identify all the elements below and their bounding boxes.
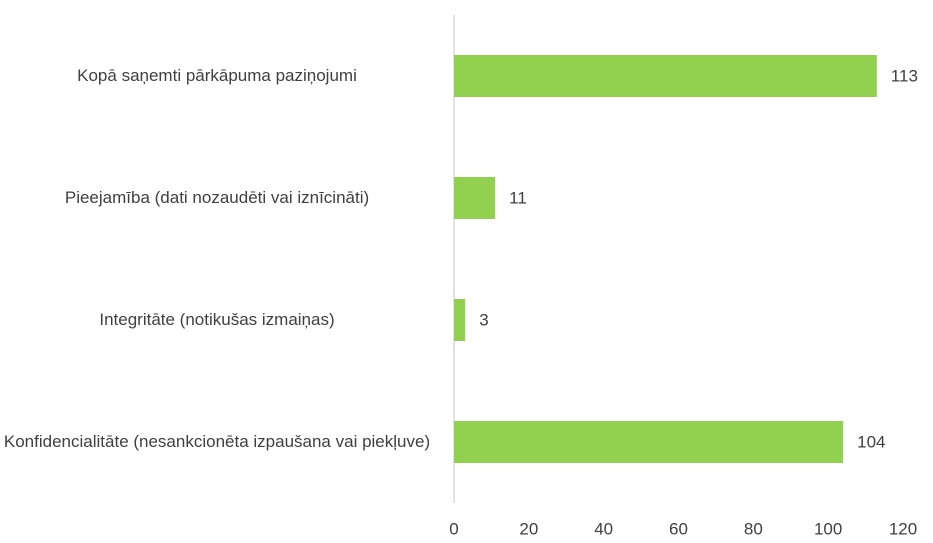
x-tick-label: 80 — [744, 519, 763, 538]
bar — [454, 421, 844, 463]
category-label: Kopā saņemti pārkāpuma paziņojumi — [77, 66, 357, 85]
value-label: 104 — [857, 432, 885, 451]
value-label: 113 — [891, 66, 918, 85]
value-label: 3 — [479, 310, 488, 329]
x-tick-label: 120 — [889, 519, 917, 538]
bar — [454, 299, 466, 341]
bar — [454, 177, 496, 219]
x-tick-label: 40 — [594, 519, 613, 538]
category-label: Konfidencialitāte (nesankcionēta izpauša… — [3, 432, 431, 451]
value-label: 11 — [509, 188, 527, 207]
x-tick-label: 60 — [669, 519, 688, 538]
category-label: Pieejamība (dati nozaudēti vai iznīcināt… — [64, 188, 370, 207]
x-tick-label: 100 — [814, 519, 842, 538]
bar — [454, 55, 877, 97]
x-tick-label: 0 — [449, 519, 458, 538]
x-tick-label: 20 — [519, 519, 538, 538]
category-label: Integritāte (notikušas izmaiņas) — [99, 310, 335, 329]
